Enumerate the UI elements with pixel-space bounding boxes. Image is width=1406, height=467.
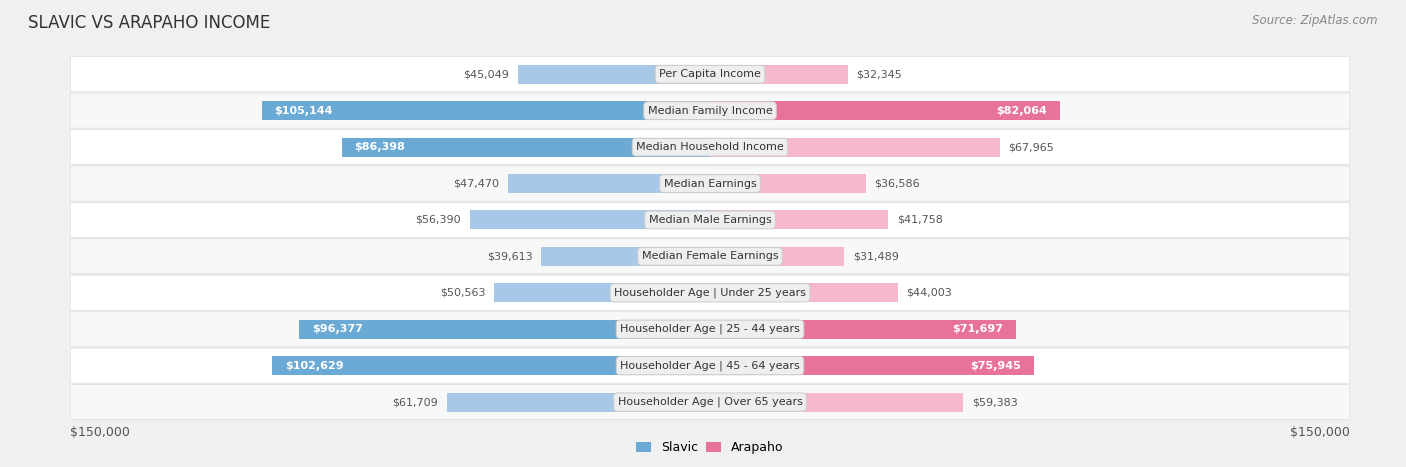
Text: $32,345: $32,345 [856, 69, 903, 79]
Text: $56,390: $56,390 [415, 215, 461, 225]
Bar [541, 247, 710, 266]
Text: Median Family Income: Median Family Income [648, 106, 772, 116]
Bar [710, 356, 1033, 375]
FancyBboxPatch shape [70, 239, 1350, 274]
Text: $86,398: $86,398 [354, 142, 405, 152]
Text: $59,383: $59,383 [972, 397, 1018, 407]
Bar [710, 174, 866, 193]
Text: $44,003: $44,003 [907, 288, 952, 298]
Bar [517, 65, 710, 84]
FancyBboxPatch shape [70, 57, 1350, 92]
Text: $67,965: $67,965 [1008, 142, 1054, 152]
Text: $50,563: $50,563 [440, 288, 486, 298]
FancyBboxPatch shape [70, 385, 1350, 419]
Text: $102,629: $102,629 [285, 361, 343, 371]
Bar [470, 211, 710, 229]
Text: Householder Age | 45 - 64 years: Householder Age | 45 - 64 years [620, 361, 800, 371]
Bar [273, 356, 710, 375]
Text: $47,470: $47,470 [453, 178, 499, 189]
Legend: Slavic, Arapaho: Slavic, Arapaho [633, 437, 787, 458]
Text: Median Household Income: Median Household Income [636, 142, 785, 152]
Text: $150,000: $150,000 [70, 426, 131, 439]
FancyBboxPatch shape [70, 276, 1350, 310]
Text: SLAVIC VS ARAPAHO INCOME: SLAVIC VS ARAPAHO INCOME [28, 14, 270, 32]
Bar [710, 65, 848, 84]
Bar [262, 101, 710, 120]
Text: Householder Age | Under 25 years: Householder Age | Under 25 years [614, 288, 806, 298]
Bar [299, 320, 710, 339]
Bar [710, 283, 897, 302]
Bar [710, 211, 889, 229]
Bar [342, 138, 710, 156]
FancyBboxPatch shape [70, 166, 1350, 201]
Text: $71,697: $71,697 [952, 324, 1002, 334]
FancyBboxPatch shape [70, 93, 1350, 128]
Text: $82,064: $82,064 [997, 106, 1047, 116]
FancyBboxPatch shape [70, 203, 1350, 237]
Text: $45,049: $45,049 [464, 69, 509, 79]
Text: $61,709: $61,709 [392, 397, 439, 407]
Text: $105,144: $105,144 [274, 106, 333, 116]
Bar [710, 138, 1000, 156]
FancyBboxPatch shape [70, 130, 1350, 164]
Text: $150,000: $150,000 [1289, 426, 1350, 439]
Text: Householder Age | Over 65 years: Householder Age | Over 65 years [617, 397, 803, 407]
Text: Householder Age | 25 - 44 years: Householder Age | 25 - 44 years [620, 324, 800, 334]
Text: $36,586: $36,586 [875, 178, 920, 189]
Text: $96,377: $96,377 [312, 324, 363, 334]
Text: Source: ZipAtlas.com: Source: ZipAtlas.com [1253, 14, 1378, 27]
Bar [447, 393, 710, 411]
Text: $31,489: $31,489 [853, 251, 898, 262]
Bar [710, 393, 963, 411]
Bar [710, 247, 845, 266]
Text: $39,613: $39,613 [486, 251, 533, 262]
Text: $41,758: $41,758 [897, 215, 942, 225]
Bar [710, 101, 1060, 120]
FancyBboxPatch shape [70, 348, 1350, 383]
Text: $75,945: $75,945 [970, 361, 1021, 371]
Bar [495, 283, 710, 302]
Bar [710, 320, 1015, 339]
Text: Median Female Earnings: Median Female Earnings [641, 251, 779, 262]
Text: Per Capita Income: Per Capita Income [659, 69, 761, 79]
Text: Median Male Earnings: Median Male Earnings [648, 215, 772, 225]
Text: Median Earnings: Median Earnings [664, 178, 756, 189]
FancyBboxPatch shape [70, 312, 1350, 347]
Bar [508, 174, 710, 193]
